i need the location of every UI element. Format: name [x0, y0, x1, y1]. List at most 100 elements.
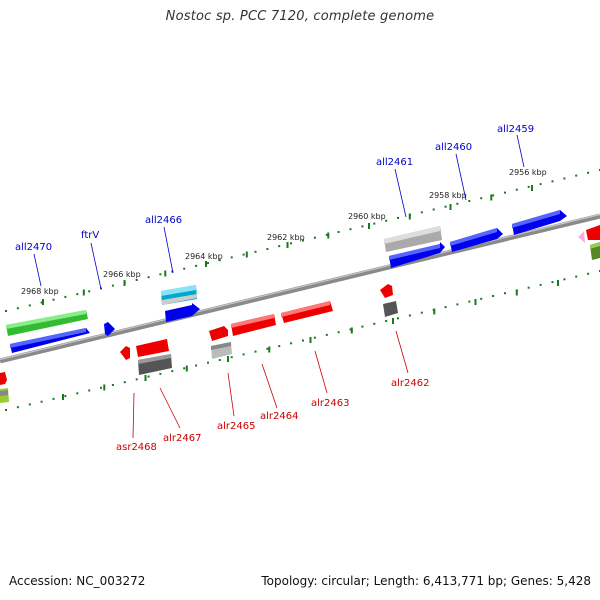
scale-dot — [373, 322, 376, 325]
upper-scale-ticks — [42, 185, 533, 305]
callout-alr2465 — [227, 372, 235, 417]
scale-dot — [492, 295, 495, 297]
feature-alr2462-grey[interactable] — [383, 301, 398, 317]
callout-alr2462 — [395, 330, 409, 374]
scale-dot — [266, 347, 269, 350]
gene-label-asr2468[interactable]: asr2468 — [116, 442, 157, 453]
feature-all2466-cyan[interactable] — [161, 285, 197, 305]
feature-asr2468[interactable] — [120, 346, 130, 360]
scale-dot — [28, 304, 31, 307]
scale-dot — [88, 290, 91, 293]
scale-dot — [28, 403, 31, 406]
scale-dot — [313, 236, 316, 239]
feature-alr2467-red[interactable] — [136, 339, 169, 357]
feature-all2459[interactable] — [512, 210, 567, 235]
feature-all2460[interactable] — [450, 228, 503, 252]
scale-label-2956: 2956 kbp — [509, 168, 547, 177]
scale-dot — [527, 286, 530, 289]
accession-text: Accession: NC_003272 — [9, 574, 146, 588]
scale-label-2966: 2966 kbp — [103, 270, 141, 279]
scale-dot — [290, 242, 293, 245]
scale-dot — [515, 188, 518, 191]
scale-label-2964: 2964 kbp — [185, 252, 223, 261]
scale-dot — [539, 183, 542, 186]
feature-right-edge-pink[interactable] — [578, 231, 585, 243]
feature-alr2462-red[interactable] — [380, 284, 393, 298]
feature-left-edge-olive[interactable] — [0, 388, 9, 403]
scale-dot — [551, 180, 554, 183]
scale-dot — [278, 345, 281, 348]
scale-dot — [349, 328, 352, 331]
gene-label-all2460[interactable]: all2460 — [435, 142, 472, 153]
scale-dot — [183, 267, 186, 270]
feature-all2466-blue[interactable] — [165, 303, 200, 322]
scale-dot — [52, 298, 55, 301]
scale-label-2962: 2962 kbp — [267, 233, 305, 242]
feature-alr2463[interactable] — [281, 301, 333, 323]
scale-dot — [254, 350, 257, 353]
gene-label-all2459[interactable]: all2459 — [497, 124, 534, 135]
gene-label-alr2463[interactable]: alr2463 — [311, 398, 349, 409]
gene-label-alr2465[interactable]: alr2465 — [217, 421, 255, 432]
lower-scale-dots — [5, 270, 600, 411]
gene-label-alr2467[interactable]: alr2467 — [163, 433, 201, 444]
gene-label-alr2462[interactable]: alr2462 — [391, 378, 429, 389]
feature-right-edge-red[interactable] — [586, 225, 600, 240]
scale-dot — [16, 406, 19, 409]
feature-alr2467-grey[interactable] — [138, 354, 172, 375]
scale-dot — [254, 250, 257, 253]
scale-label-2958: 2958 kbp — [429, 191, 467, 200]
gene-label-alr2464[interactable]: alr2464 — [260, 411, 298, 422]
scale-label-2968: 2968 kbp — [21, 287, 59, 296]
scale-dot — [242, 353, 245, 356]
scale-dot — [575, 174, 578, 177]
feature-left-edge-red[interactable] — [0, 372, 7, 385]
feature-all2461-grey[interactable] — [384, 226, 442, 252]
scale-dot — [527, 185, 530, 188]
scale-dot — [40, 301, 43, 304]
scale-dot — [504, 191, 506, 194]
gene-label-all2466[interactable]: all2466 — [145, 215, 182, 226]
gene-label-all2470[interactable]: all2470 — [15, 242, 52, 253]
callout-alr2464 — [261, 363, 278, 409]
feature-right-edge-olive[interactable] — [590, 242, 600, 260]
scale-dot — [302, 239, 304, 242]
scale-dot — [135, 279, 138, 281]
scale-dot — [325, 233, 328, 236]
scale-dot — [195, 264, 198, 267]
feature-alr2465-red[interactable] — [209, 326, 228, 341]
scale-dot — [16, 307, 19, 310]
feature-alr2465-grey[interactable] — [211, 342, 232, 359]
scale-dot — [207, 361, 209, 364]
scale-dot — [230, 256, 233, 259]
scale-dot — [504, 292, 506, 295]
callout-all2460 — [455, 153, 467, 201]
gene-label-all2461[interactable]: all2461 — [376, 157, 413, 168]
scale-dot — [468, 200, 471, 202]
scale-dot — [385, 320, 388, 322]
feature-all2470-blue[interactable] — [10, 328, 90, 353]
scale-dot — [456, 303, 459, 306]
scale-dot — [135, 378, 138, 381]
scale-dot — [218, 259, 221, 262]
scale-dot — [218, 359, 221, 361]
gene-label-ftrV[interactable]: ftrV — [81, 230, 99, 241]
scale-dot — [302, 339, 304, 342]
scale-dot — [420, 311, 423, 314]
scale-dot — [111, 384, 114, 386]
feature-alr2464[interactable] — [231, 314, 276, 336]
lower-scale-ticks — [62, 280, 559, 400]
callout-all2461 — [394, 168, 407, 218]
scale-dot — [349, 228, 352, 231]
scale-dot — [385, 219, 388, 222]
genome-backbone — [0, 213, 600, 364]
scale-dot — [539, 283, 542, 286]
scale-dot — [159, 273, 162, 276]
feature-all2461-blue[interactable] — [389, 242, 445, 268]
feature-all2470-green[interactable] — [6, 310, 88, 336]
feature-ftrV[interactable] — [104, 322, 115, 336]
scale-dot — [587, 272, 590, 275]
scale-dot — [76, 392, 79, 395]
callout-alr2463 — [314, 350, 328, 394]
